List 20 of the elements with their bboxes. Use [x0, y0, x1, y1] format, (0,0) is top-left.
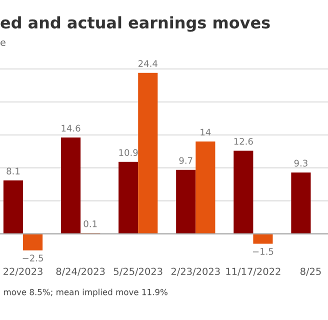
- data-label: −2.5: [22, 254, 43, 262]
- x-tick-label: 22/2023: [4, 268, 42, 276]
- x-tick-label: 5/25/2023: [114, 268, 162, 276]
- data-label: 12.6: [234, 138, 253, 145]
- x-tick-label: 8/24/2023: [56, 268, 105, 276]
- chart-subtitle: e: [0, 40, 6, 46]
- x-tick-label: 2/23/2023: [171, 268, 220, 276]
- data-label: −1.5: [252, 248, 274, 255]
- x-tick-label: 11/17/2022: [226, 268, 280, 276]
- data-label: 0.1: [84, 220, 97, 228]
- text: move 8.5%; mean implied move 11.9%: [4, 288, 168, 297]
- data-label: 24.4: [138, 60, 158, 67]
- data-label: 8.1: [6, 168, 20, 174]
- data-label: 10.9: [119, 149, 138, 156]
- data-label: 14: [200, 128, 211, 136]
- data-label: 14.6: [62, 124, 80, 132]
- data-label: 9.3: [294, 160, 308, 167]
- chart-title: ed and actual earnings moves: [0, 16, 270, 32]
- x-tick-label: 8/25: [300, 268, 321, 276]
- data-label: 9.7: [179, 157, 192, 164]
